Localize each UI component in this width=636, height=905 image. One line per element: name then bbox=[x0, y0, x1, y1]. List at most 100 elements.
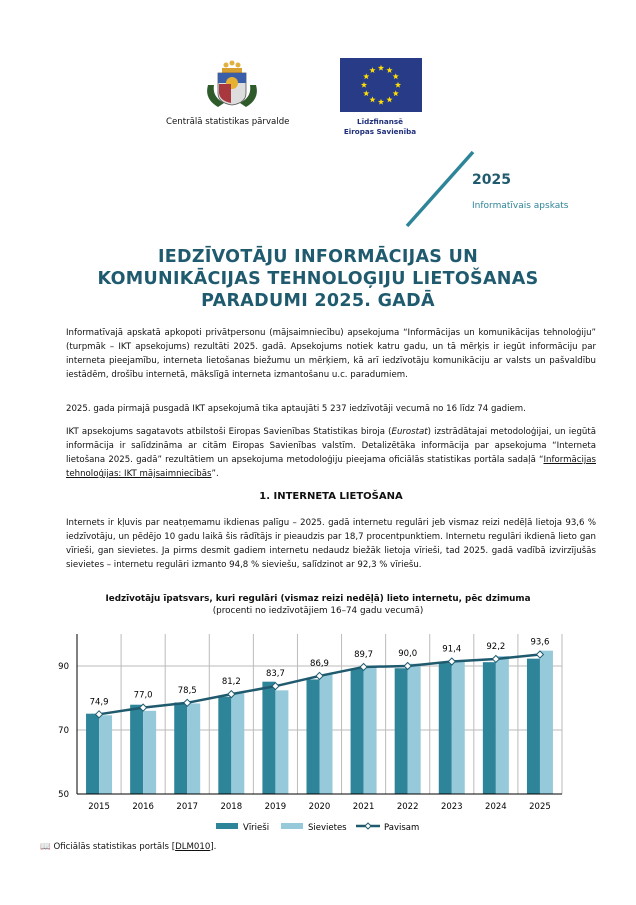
bar-men bbox=[482, 662, 496, 794]
source-text: ]. bbox=[210, 842, 217, 852]
section-heading: 1. INTERNETA LIETOŠANA bbox=[259, 491, 403, 502]
total-point-marker bbox=[359, 662, 368, 672]
total-point-marker bbox=[94, 710, 104, 719]
x-tick-label: 2021 bbox=[353, 802, 375, 812]
eu-flag-logo bbox=[340, 58, 422, 112]
eu-line-2: Eiropas Savienība bbox=[343, 127, 417, 136]
bar-women bbox=[99, 715, 113, 794]
eu-star-icon bbox=[394, 81, 402, 88]
intro-paragraph-2: 2025. gada pirmajā pusgadā IKT apsekojum… bbox=[66, 404, 526, 414]
legend-swatch-women bbox=[281, 823, 303, 829]
bar-men bbox=[350, 668, 364, 794]
total-point-marker bbox=[183, 698, 192, 708]
total-point-marker bbox=[315, 671, 324, 681]
data-label: 93,6 bbox=[530, 637, 549, 647]
bar-women bbox=[275, 690, 289, 794]
data-label: 77,0 bbox=[134, 691, 153, 701]
report-year: 2025 bbox=[472, 172, 511, 188]
legend-marker bbox=[364, 822, 372, 830]
x-tick-label: 2020 bbox=[309, 802, 331, 812]
eu-star-icon bbox=[363, 73, 370, 80]
bar-men bbox=[526, 658, 540, 794]
title-line: PARADUMI 2025. GADĀ bbox=[201, 291, 435, 311]
x-tick-label: 2019 bbox=[265, 802, 287, 812]
legend-label: Sievietes bbox=[308, 823, 347, 833]
internet-usage-chart: 50 70 90 2015 2016 2017 2018 2019 2020 2021 2022 20… bbox=[58, 634, 563, 833]
section-paragraph: Internets ir kļuvis par neatņemamu ikdie… bbox=[66, 518, 596, 570]
bar-men bbox=[394, 668, 408, 794]
data-label: 78,5 bbox=[178, 686, 197, 696]
x-tick-label: 2017 bbox=[176, 802, 198, 812]
bar-women bbox=[539, 650, 553, 794]
bar-women bbox=[231, 693, 245, 794]
total-point-marker bbox=[227, 689, 236, 699]
x-tick-label: 2016 bbox=[132, 802, 154, 812]
text: IKT apsekojums sagatavots atbilstoši Eir… bbox=[66, 427, 392, 437]
legend-label: Vīrieši bbox=[243, 822, 269, 833]
data-label: 86,9 bbox=[310, 659, 329, 669]
dlm010-link[interactable]: DLM010 bbox=[175, 842, 211, 852]
data-label: 89,7 bbox=[354, 650, 373, 660]
y-tick-label: 70 bbox=[58, 726, 69, 736]
y-tick-label: 90 bbox=[58, 662, 69, 672]
x-tick-label: 2023 bbox=[441, 802, 463, 812]
bar-women bbox=[319, 674, 333, 794]
title-line: KOMUNIKĀCIJAS TEHNOLOĢIJU LIETOŠANAS bbox=[97, 269, 539, 289]
eu-star-icon bbox=[386, 66, 393, 73]
total-point-marker bbox=[271, 681, 280, 691]
intro-paragraph-1: Informatīvajā apskatā apkopoti privātper… bbox=[66, 326, 596, 382]
intro-paragraph-3: IKT apsekojums sagatavots atbilstoši Eir… bbox=[66, 425, 596, 481]
eu-star-icon bbox=[360, 81, 368, 88]
source-text: Oficiālās statistikas portāls [ bbox=[53, 842, 176, 852]
x-tick-label: 2025 bbox=[529, 802, 551, 812]
bar-men bbox=[174, 702, 188, 794]
legend-swatch-men bbox=[216, 823, 238, 829]
bar-women bbox=[363, 667, 377, 794]
eu-star-icon bbox=[369, 96, 376, 103]
eu-cofinanced-label: Līdzfinansē Eiropas Savienība bbox=[338, 117, 422, 137]
x-tick-label: 2018 bbox=[220, 802, 242, 812]
bar-women bbox=[407, 663, 421, 794]
total-point-marker bbox=[491, 654, 501, 664]
bar-men bbox=[306, 679, 320, 794]
total-point-marker bbox=[447, 657, 456, 666]
source-note: 📖 Oficiālās statistikas portāls [DLM010]… bbox=[40, 842, 216, 852]
eu-star-icon bbox=[377, 64, 385, 71]
ikt-section-link[interactable]: Informācijas tehnoloģijas: IKT mājsaimni… bbox=[66, 455, 596, 479]
eu-star-icon bbox=[377, 98, 385, 105]
eu-star-icon bbox=[363, 90, 370, 97]
title-line: IEDZĪVOTĀJU INFORMĀCIJAS UN bbox=[157, 247, 479, 267]
eu-line-1: Līdzfinansē bbox=[357, 117, 403, 126]
total-point-marker bbox=[403, 661, 412, 671]
org-name: Centrālā statistikas pārvalde bbox=[166, 117, 290, 127]
x-tick-label: 2015 bbox=[88, 802, 110, 812]
document-type: Informatīvais apskats bbox=[472, 201, 569, 211]
bar-women bbox=[495, 656, 509, 794]
intro-text: Informatīvajā apskatā apkopoti privātper… bbox=[66, 328, 596, 380]
data-label: 83,7 bbox=[266, 669, 285, 679]
bar-men bbox=[130, 704, 144, 794]
bar-men bbox=[262, 681, 276, 794]
data-label: 81,2 bbox=[222, 677, 241, 687]
bar-men bbox=[86, 713, 100, 794]
y-tick-label: 50 bbox=[58, 790, 69, 800]
chart-subtitle: (procenti no iedzīvotājiem 16–74 gadu ve… bbox=[212, 606, 424, 616]
bar-men bbox=[438, 663, 452, 794]
chart-title-block: Iedzīvotāju īpatsvars, kuri regulāri (vi… bbox=[40, 593, 596, 617]
coat-of-arms-logo bbox=[207, 60, 257, 107]
data-label: 91,4 bbox=[442, 645, 461, 655]
page-title: IEDZĪVOTĀJU INFORMĀCIJAS UN KOMUNIKĀCIJA… bbox=[40, 246, 596, 312]
legend-label: Pavisam bbox=[384, 823, 419, 833]
bar-women bbox=[187, 703, 201, 794]
data-label: 90,0 bbox=[398, 649, 417, 659]
data-label: 74,9 bbox=[90, 697, 109, 707]
decorative-slash bbox=[405, 150, 475, 228]
total-point-marker bbox=[138, 703, 148, 712]
chart-title: Iedzīvotāju īpatsvars, kuri regulāri (vi… bbox=[105, 594, 531, 604]
eurostat-text: Eurostat bbox=[391, 427, 428, 437]
bar-women bbox=[143, 710, 157, 794]
book-icon: 📖 bbox=[40, 842, 51, 852]
x-tick-label: 2024 bbox=[485, 802, 507, 812]
total-point-marker bbox=[535, 650, 545, 659]
data-label: 92,2 bbox=[486, 642, 505, 652]
